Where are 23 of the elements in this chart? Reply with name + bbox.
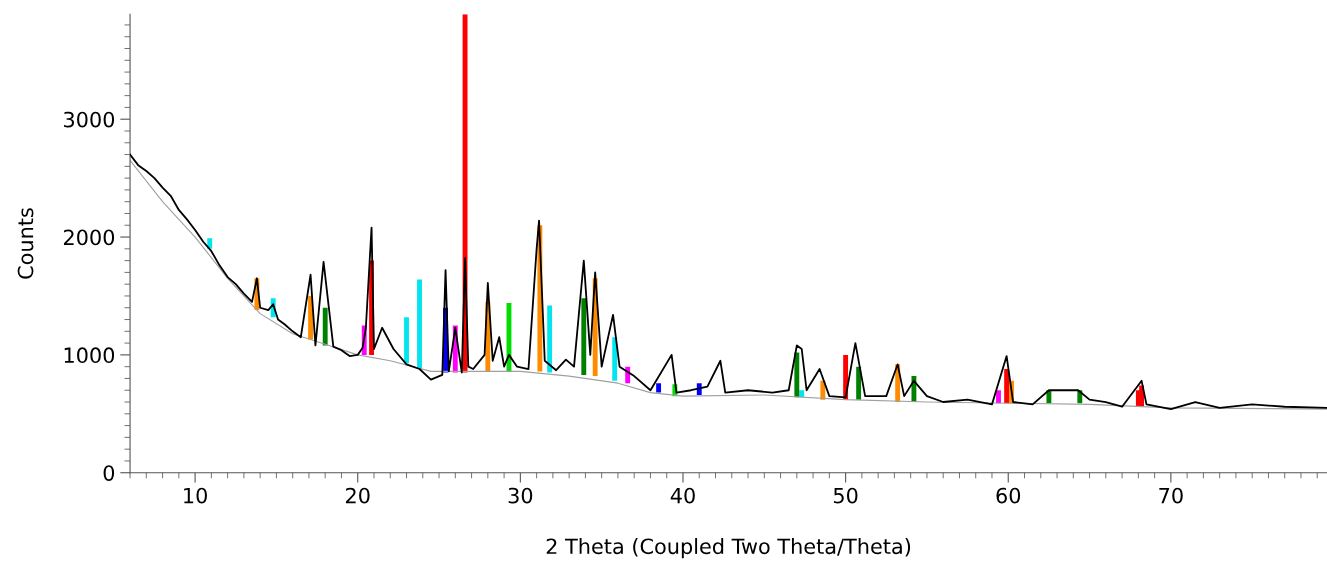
bar <box>581 298 587 375</box>
y-tick-label: 2000 <box>63 229 115 246</box>
bar <box>547 305 553 373</box>
x-tick-label: 70 <box>1159 487 1183 504</box>
y-tick-label: 1000 <box>64 347 115 364</box>
bar <box>1004 369 1010 404</box>
bar <box>799 390 805 398</box>
x-tick-label: 30 <box>508 487 533 504</box>
bar <box>417 279 422 370</box>
bar <box>612 337 618 381</box>
x-tick-label: 10 <box>184 487 207 504</box>
x-axis-title: 2 Theta (Coupled Two Theta/Theta) <box>546 538 911 559</box>
y-tick-label: 0 <box>103 465 115 481</box>
x-tick-label: 60 <box>996 487 1021 504</box>
x-tick-label: 50 <box>833 487 858 504</box>
bar <box>322 307 328 346</box>
y-axis-title: Counts <box>17 208 34 279</box>
bar <box>404 317 409 364</box>
x-tick-label: 40 <box>670 487 695 504</box>
x-tick-label: 20 <box>346 487 370 504</box>
bar <box>656 383 662 393</box>
y-tick-label: 3000 <box>64 111 115 128</box>
bar <box>794 352 800 398</box>
